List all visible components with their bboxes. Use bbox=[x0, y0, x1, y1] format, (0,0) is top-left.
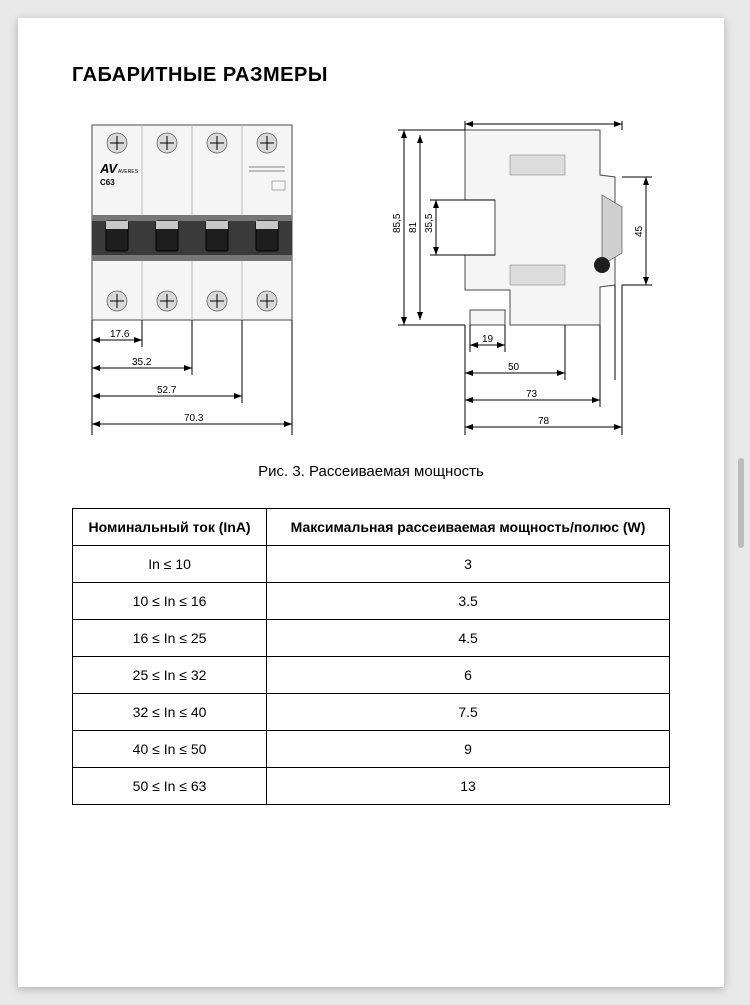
svg-text:35.2: 35.2 bbox=[132, 357, 152, 368]
figures-row: AV AVERES C63 bbox=[72, 115, 670, 445]
table-row: 40 ≤ In ≤ 509 bbox=[73, 731, 670, 768]
front-drawing: AV AVERES C63 bbox=[72, 115, 332, 445]
table-row: 10 ≤ In ≤ 163.5 bbox=[73, 583, 670, 620]
figure-caption: Рис. 3. Рассеиваемая мощность bbox=[72, 463, 670, 480]
table-row: In ≤ 103 bbox=[73, 546, 670, 583]
document-page: ГАБАРИТНЫЕ РАЗМЕРЫ bbox=[18, 18, 724, 987]
table-body: In ≤ 103 10 ≤ In ≤ 163.5 16 ≤ In ≤ 254.5… bbox=[73, 546, 670, 805]
table-header-current: Номинальный ток (InА) bbox=[73, 509, 267, 546]
power-table: Номинальный ток (InА) Максимальная рассе… bbox=[72, 508, 670, 805]
svg-text:85,5: 85,5 bbox=[392, 213, 403, 233]
svg-text:35,5: 35,5 bbox=[424, 213, 435, 233]
svg-text:17.6: 17.6 bbox=[110, 329, 130, 340]
page-title: ГАБАРИТНЫЕ РАЗМЕРЫ bbox=[72, 64, 670, 87]
table-row: 16 ≤ In ≤ 254.5 bbox=[73, 620, 670, 657]
model-label: C63 bbox=[100, 178, 115, 187]
svg-text:45: 45 bbox=[634, 225, 645, 237]
svg-text:52.7: 52.7 bbox=[157, 385, 177, 396]
scrollbar-thumb[interactable] bbox=[738, 458, 744, 548]
table-header-power: Максимальная рассеиваемая мощность/полюс… bbox=[267, 509, 670, 546]
svg-text:78: 78 bbox=[538, 416, 550, 427]
table-row: 50 ≤ In ≤ 6313 bbox=[73, 768, 670, 805]
table-row: 25 ≤ In ≤ 326 bbox=[73, 657, 670, 694]
viewport: ГАБАРИТНЫЕ РАЗМЕРЫ bbox=[0, 0, 750, 1005]
svg-text:81: 81 bbox=[408, 221, 419, 233]
svg-text:70.3: 70.3 bbox=[184, 413, 204, 424]
side-drawing: 85,5 81 35,5 bbox=[370, 115, 670, 445]
brand-logo: AV bbox=[99, 161, 118, 176]
figure-front: AV AVERES C63 bbox=[72, 115, 332, 445]
svg-text:50: 50 bbox=[508, 362, 520, 373]
figure-side: 85,5 81 35,5 bbox=[370, 115, 670, 445]
svg-text:19: 19 bbox=[482, 334, 494, 345]
brand-text: AVERES bbox=[118, 169, 139, 175]
svg-text:73: 73 bbox=[526, 389, 538, 400]
table-row: 32 ≤ In ≤ 407.5 bbox=[73, 694, 670, 731]
